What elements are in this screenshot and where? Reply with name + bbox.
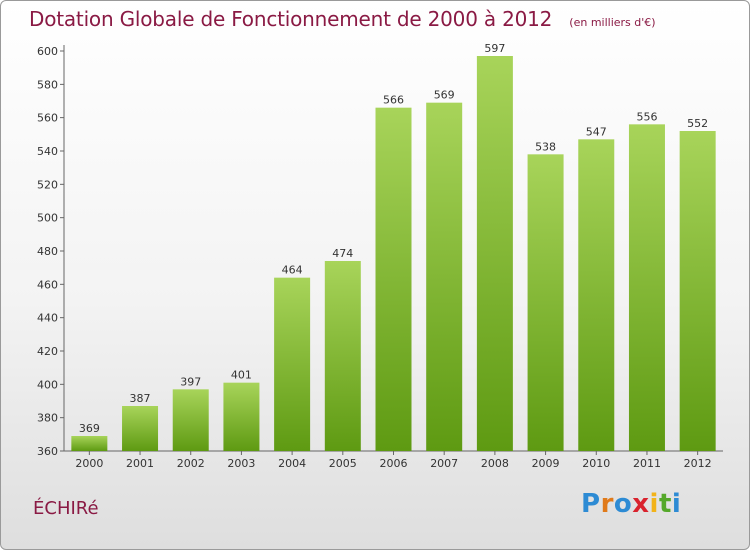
y-tick-label: 520 [37,178,58,191]
logo-letter: i [649,489,659,519]
bar-2000 [71,436,108,451]
y-tick-label: 440 [37,312,58,325]
logo-letter: x [632,489,650,519]
bar-value-label: 464 [282,264,303,277]
bar-value-label: 397 [180,375,201,388]
x-tick-label: 2001 [126,457,154,470]
y-tick-label: 600 [37,45,58,58]
chart-title: Dotation Globale de Fonctionnement de 20… [29,7,656,31]
x-tick-label: 2010 [582,457,610,470]
axis-layer: 360 380 400 420 440 460 480 500 520 540 560 580 600 2… [37,45,723,470]
bar-value-label: 474 [332,247,353,260]
bar-value-label: 597 [484,42,505,55]
bar-2010 [578,139,615,452]
y-tick-label: 360 [37,445,58,458]
bar-2012 [679,131,716,451]
commune-name: ÉCHIRé [33,498,99,519]
chart-title-unit: (en milliers d'€) [569,16,656,29]
bar-value-label: 569 [434,89,455,102]
y-tick-label: 400 [37,378,58,391]
bar-2011 [628,124,665,451]
proxiti-logo: Proxiti [581,489,681,519]
x-tick-label: 2000 [75,457,103,470]
bar-2002 [172,389,209,451]
y-tick-label: 460 [37,278,58,291]
x-tick-label: 2009 [532,457,560,470]
x-tick-label: 2011 [633,457,661,470]
y-tick-label: 480 [37,245,58,258]
x-tick-label: 2006 [380,457,408,470]
x-tick-label: 2004 [278,457,306,470]
bar-layer: 369 387 397 401 464 474 566 569 597 538 547 556 552 [71,42,716,452]
x-tick-label: 2002 [177,457,205,470]
bar-value-label: 401 [231,369,252,382]
x-tick-label: 2008 [481,457,509,470]
y-tick-label: 420 [37,345,58,358]
x-tick-label: 2007 [430,457,458,470]
bar-2007 [426,102,463,452]
y-tick-label: 560 [37,112,58,125]
logo-letter: P [581,489,601,519]
bar-value-label: 566 [383,94,404,107]
bar-2001 [122,406,159,451]
bar-value-label: 556 [636,110,657,123]
y-tick-label: 540 [37,145,58,158]
bar-value-label: 387 [130,392,151,405]
logo-letter: o [613,489,633,519]
y-tick-label: 580 [37,78,58,91]
y-tick-label: 380 [37,412,58,425]
logo-letter: t [658,489,672,519]
x-tick-label: 2012 [684,457,712,470]
bar-2009 [527,154,564,452]
bar-2003 [223,382,260,451]
bar-2008 [476,56,513,451]
logo-letter: r [600,489,614,519]
x-tick-label: 2003 [227,457,255,470]
bar-value-label: 369 [79,422,100,435]
x-tick-label: 2005 [329,457,357,470]
bar-value-label: 552 [687,117,708,130]
chart-title-main: Dotation Globale de Fonctionnement de 20… [29,7,553,31]
y-tick-label: 500 [37,212,58,225]
bar-2005 [324,261,361,451]
bar-value-label: 538 [535,140,556,153]
bar-2006 [375,107,412,452]
logo-letter: i [671,489,682,519]
bar-2004 [274,277,311,451]
bar-value-label: 547 [586,125,607,138]
